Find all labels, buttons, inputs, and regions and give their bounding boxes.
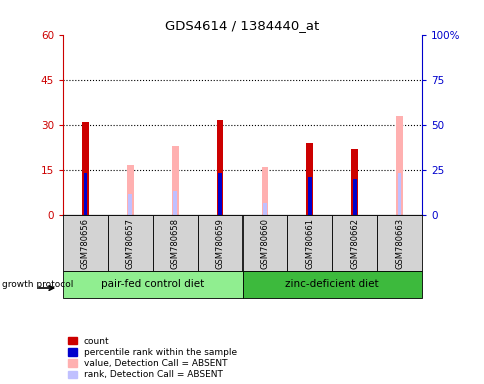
- FancyBboxPatch shape: [242, 215, 287, 271]
- Text: GSM780658: GSM780658: [170, 218, 180, 269]
- Bar: [171, 146, 178, 215]
- Text: GSM780662: GSM780662: [349, 218, 359, 269]
- Bar: [352, 179, 356, 215]
- Bar: [261, 167, 268, 215]
- FancyBboxPatch shape: [197, 215, 242, 271]
- Bar: [397, 173, 401, 215]
- Bar: [82, 122, 89, 215]
- Legend: count, percentile rank within the sample, value, Detection Call = ABSENT, rank, : count, percentile rank within the sample…: [67, 337, 237, 379]
- Text: GSM780661: GSM780661: [304, 218, 314, 269]
- Text: pair-fed control diet: pair-fed control diet: [101, 279, 204, 289]
- Bar: [307, 177, 311, 215]
- FancyBboxPatch shape: [287, 215, 332, 271]
- Bar: [127, 166, 134, 215]
- Text: GSM780663: GSM780663: [394, 218, 403, 269]
- Bar: [395, 116, 402, 215]
- FancyBboxPatch shape: [63, 271, 242, 298]
- Bar: [83, 173, 87, 215]
- FancyBboxPatch shape: [332, 215, 376, 271]
- FancyBboxPatch shape: [242, 271, 421, 298]
- Text: growth protocol: growth protocol: [2, 280, 74, 290]
- Text: GSM780659: GSM780659: [215, 218, 224, 269]
- FancyBboxPatch shape: [152, 215, 197, 271]
- Bar: [173, 191, 177, 215]
- FancyBboxPatch shape: [63, 215, 107, 271]
- Title: GDS4614 / 1384440_at: GDS4614 / 1384440_at: [165, 19, 319, 32]
- Bar: [306, 143, 313, 215]
- Bar: [350, 149, 357, 215]
- Text: GSM780660: GSM780660: [260, 218, 269, 269]
- Text: GSM780656: GSM780656: [81, 218, 90, 269]
- Bar: [128, 194, 132, 215]
- Text: zinc-deficient diet: zinc-deficient diet: [285, 279, 378, 289]
- Bar: [218, 173, 222, 215]
- Bar: [216, 120, 223, 215]
- Bar: [262, 203, 266, 215]
- Text: GSM780657: GSM780657: [125, 218, 135, 269]
- FancyBboxPatch shape: [377, 215, 421, 271]
- FancyBboxPatch shape: [108, 215, 152, 271]
